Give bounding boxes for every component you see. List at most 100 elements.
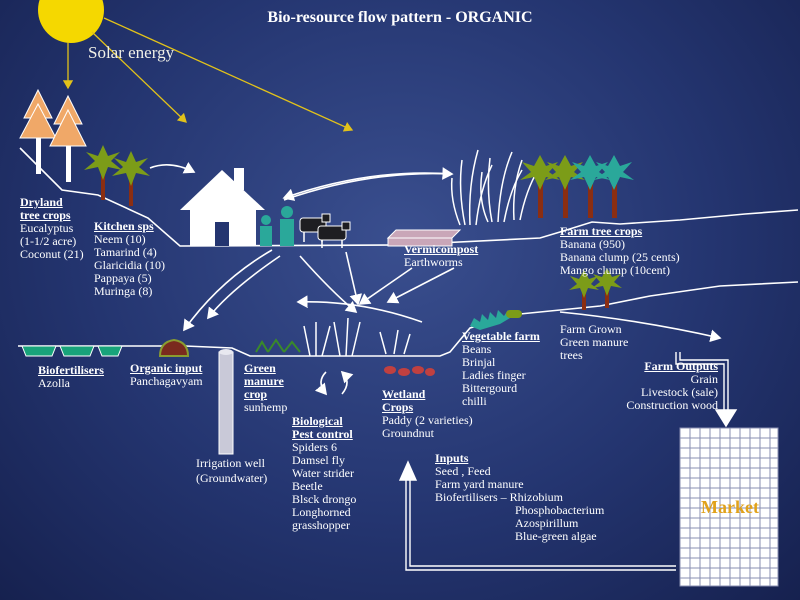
compost-pit-icon [386, 229, 462, 247]
vegetable-item: chilli [462, 394, 487, 408]
wetland-item: Paddy (2 varieties) [382, 413, 473, 427]
bio-pest-item: Beetle [292, 479, 323, 493]
bio-pest-item: Damsel fly [292, 453, 345, 467]
vegetable-item: Ladies finger [462, 368, 526, 382]
bio-pest-section: Biological Pest control Spiders 6 Damsel… [292, 415, 356, 532]
vegetable-item: Brinjal [462, 355, 496, 369]
paddy-plants [303, 317, 411, 357]
farm-tree-item: Banana (950) [560, 237, 625, 251]
dryland-section: Dryland tree crops Eucalyptus (1-1/2 acr… [20, 196, 84, 261]
biofertilisers-item: Azolla [38, 376, 70, 390]
farm-outputs-heading: Farm Outputs [644, 359, 718, 373]
person-icon [260, 206, 294, 246]
bio-pest-item: Blsck drongo [292, 492, 357, 506]
farm-grown-item: Green manure [560, 335, 629, 349]
vermicompost-item: Earthworms [404, 255, 463, 269]
bio-pest-item: grasshopper [292, 518, 350, 532]
bio-pest-heading-l2: Pest control [292, 427, 353, 441]
bio-pest-heading-l1: Biological [292, 414, 343, 428]
solar-rays [62, 17, 354, 132]
kitchen-section: Kitchen sps Neem (10) Tamarind (4) Glari… [94, 220, 165, 298]
cycle-arrows-icon [314, 370, 354, 396]
inputs-item: Azospirillum [515, 516, 579, 530]
panchagavyam-pot-icon [158, 338, 190, 357]
market-grid-icon [679, 427, 779, 587]
farm-grown-item: trees [560, 348, 583, 362]
organic-input-item: Panchagavyam [130, 374, 203, 388]
farm-tree-section: Farm tree crops Banana (950) Banana clum… [560, 225, 680, 277]
inputs-section: Inputs Seed , Feed Farm yard manure Biof… [435, 452, 604, 543]
dryland-heading-l2: tree crops [20, 208, 71, 222]
vermicompost-heading: Vermicompost [404, 242, 479, 256]
kitchen-item: Pappaya (5) [94, 271, 152, 285]
farm-outputs-item: Livestock (sale) [641, 385, 718, 399]
solar-energy-label: Solar energy [88, 43, 175, 62]
inputs-item: Biofertilisers – Rhizobium [435, 490, 563, 504]
dryland-item: (1-1/2 acre) [20, 234, 77, 248]
market-label: Market [701, 497, 759, 517]
kitchen-item: Muringa (8) [94, 284, 153, 298]
farm-tree-heading: Farm tree crops [560, 224, 643, 238]
market-to-inputs-arrow [398, 460, 676, 571]
dryland-item: Coconut (21) [20, 247, 84, 261]
farm-outputs-item: Construction wood [626, 398, 718, 412]
biofertilisers-heading: Biofertilisers [38, 363, 104, 377]
wetland-section: Wetland Crops Paddy (2 varieties) Ground… [382, 388, 473, 440]
green-manure-heading-l2: manure [244, 374, 284, 388]
organic-input-section: Organic input Panchagavyam [130, 362, 203, 388]
farm-tree-item: Banana clump (25 cents) [560, 250, 680, 264]
wetland-item: Groundnut [382, 426, 434, 440]
inputs-item: Farm yard manure [435, 477, 524, 491]
grass-clump-icon [450, 149, 539, 226]
inputs-item: Seed , Feed [435, 464, 491, 478]
kitchen-item: Glaricidia (10) [94, 258, 165, 272]
dryland-heading-l1: Dryland [20, 195, 63, 209]
house-icon [180, 168, 265, 246]
inputs-heading: Inputs [435, 451, 469, 465]
well-icon [218, 349, 234, 455]
dryland-item: Eucalyptus [20, 221, 74, 235]
green-manure-item: sunhemp [244, 400, 288, 414]
ground-lines [18, 147, 799, 357]
irrigation-item: (Groundwater) [196, 471, 268, 485]
vegetable-section: Vegetable farm Beans Brinjal Ladies fing… [462, 330, 540, 408]
vegetable-heading: Vegetable farm [462, 329, 540, 343]
farm-outputs-item: Grain [690, 372, 718, 386]
flow-arrows [149, 161, 722, 343]
vermicompost-section: Vermicompost Earthworms [404, 243, 478, 269]
green-manure-section: Green manure crop sunhemp [244, 362, 287, 414]
farm-grown-item: Farm Grown [560, 322, 622, 336]
bio-pest-item: Water strider [292, 466, 355, 480]
sun-icon [38, 0, 104, 43]
palm-tree-icon [84, 145, 150, 206]
biofertilisers-section: Biofertilisers Azolla [38, 364, 104, 390]
azolla-pond-icon [21, 345, 123, 357]
kitchen-item: Neem (10) [94, 232, 146, 246]
diagram-title: Bio-resource flow pattern - ORGANIC [267, 9, 533, 26]
green-manure-heading-l1: Green [244, 361, 276, 375]
farm-outputs-section: Farm Outputs Grain Livestock (sale) Cons… [626, 360, 718, 412]
kitchen-heading: Kitchen sps [94, 219, 154, 233]
irrigation-section: Irrigation well (Groundwater) [196, 456, 267, 486]
bio-pest-item: Longhorned [292, 505, 351, 519]
inputs-item: Blue-green algae [515, 529, 597, 543]
organic-input-heading: Organic input [130, 361, 203, 375]
green-manure-plants [255, 338, 301, 353]
farm-tree-icons [520, 155, 634, 218]
vegetable-plants [470, 310, 522, 330]
vegetable-item: Bittergourd [462, 381, 518, 395]
groundnut-plants [384, 366, 435, 376]
farm-tree-item: Mango clump (10cent) [560, 263, 670, 277]
farm-grown-section: Farm Grown Green manure trees [560, 323, 628, 362]
pine-tree-icon [19, 88, 87, 182]
cow-icon [299, 213, 351, 248]
wetland-heading-l2: Crops [382, 400, 414, 414]
inputs-item: Phosphobacterium [515, 503, 605, 517]
green-manure-tree-icons [569, 268, 622, 310]
irrigation-item: Irrigation well [196, 456, 265, 470]
bio-pest-item: Spiders 6 [292, 440, 337, 454]
output-to-market-arrow [675, 352, 738, 428]
green-manure-heading-l3: crop [244, 387, 268, 401]
vegetable-item: Beans [462, 342, 492, 356]
